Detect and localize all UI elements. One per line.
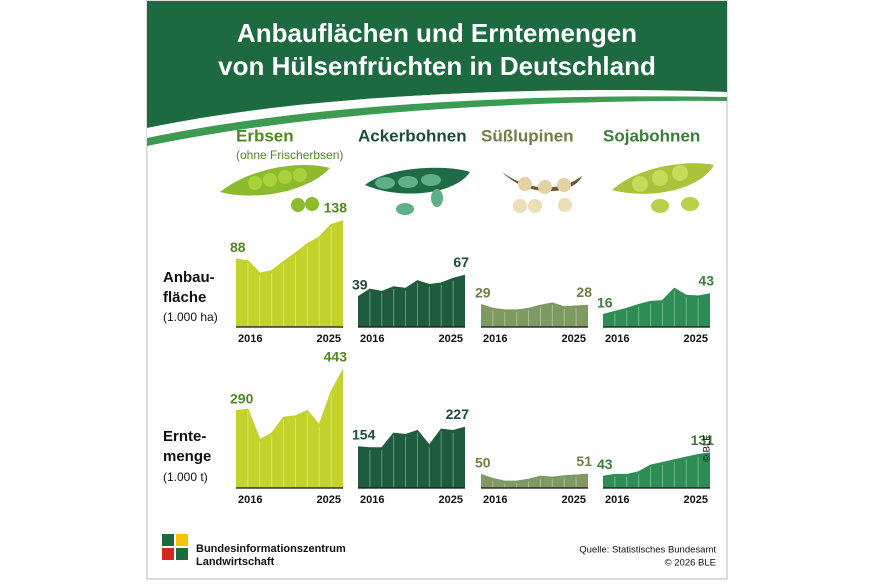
row-label: Ernte- <box>163 428 206 445</box>
x-tick-label: 2016 <box>483 494 507 506</box>
row-unit: (1.000 t) <box>163 470 208 484</box>
value-label: 39 <box>352 277 368 293</box>
area-line <box>357 274 466 298</box>
area-line <box>602 452 711 478</box>
x-tick-label: 2016 <box>605 333 629 345</box>
crop-name: Ackerbohnen <box>358 126 467 145</box>
x-tick-label: 2025 <box>562 494 586 506</box>
area-chart: 2016 2025 154 227 <box>352 406 469 506</box>
value-label: 43 <box>597 456 613 472</box>
area-chart: 2016 2025 43 131 <box>597 432 714 506</box>
area-fill <box>236 221 343 327</box>
value-label: 138 <box>324 200 348 216</box>
value-label: 67 <box>453 254 469 270</box>
header-band <box>147 1 727 128</box>
area-fill <box>603 453 710 488</box>
area-chart: 2016 2025 88 138 <box>230 200 347 345</box>
area-fill <box>358 427 465 488</box>
area-chart: 2016 2025 290 443 <box>230 349 347 506</box>
value-label: 29 <box>475 284 491 300</box>
x-tick-label: 2025 <box>317 333 341 345</box>
x-tick-label: 2016 <box>360 333 384 345</box>
value-label: 28 <box>576 284 592 300</box>
crop-name: Erbsen <box>236 126 294 145</box>
value-label: 154 <box>352 427 376 443</box>
value-label: 51 <box>576 453 592 469</box>
value-label: 131 <box>691 432 715 448</box>
x-tick-label: 2016 <box>238 333 262 345</box>
x-tick-label: 2016 <box>605 494 629 506</box>
area-fill <box>481 474 588 488</box>
lupin-illustration <box>502 172 582 213</box>
value-label: 88 <box>230 239 246 255</box>
area-line <box>235 369 344 442</box>
crop-name: Sojabohnen <box>603 126 700 145</box>
area-line <box>480 473 589 483</box>
area-fill <box>358 275 465 327</box>
area-fill <box>603 288 710 327</box>
title-line: Anbauflächen und Erntemengen <box>237 18 637 48</box>
bean-illustration <box>365 167 470 215</box>
credit: © BLE <box>702 434 713 462</box>
area-fill <box>236 370 343 488</box>
crop-note: (ohne Frischerbsen) <box>236 148 343 162</box>
x-tick-label: 2025 <box>439 333 463 345</box>
x-tick-label: 2025 <box>439 494 463 506</box>
value-label: 290 <box>230 390 254 406</box>
x-tick-label: 2016 <box>238 494 262 506</box>
area-line <box>357 426 466 449</box>
pea-illustration <box>220 165 330 212</box>
x-tick-label: 2025 <box>684 333 708 345</box>
x-tick-label: 2025 <box>562 333 586 345</box>
value-label: 50 <box>475 454 491 470</box>
area-chart: 2016 2025 39 67 <box>352 254 469 345</box>
org-name: Landwirtschaft <box>196 556 275 568</box>
copyright: © 2026 BLE <box>665 558 716 569</box>
swoosh <box>147 89 727 138</box>
value-label: 443 <box>324 349 348 365</box>
area-line <box>480 302 589 311</box>
row-label: fläche <box>163 289 206 306</box>
swoosh-accent <box>147 96 727 146</box>
x-tick-label: 2016 <box>360 494 384 506</box>
area-line <box>235 220 344 275</box>
row-label: Anbau- <box>163 269 215 286</box>
value-label: 227 <box>446 406 470 422</box>
title-line: von Hülsenfrüchten in Deutschland <box>218 51 656 81</box>
soy-illustration <box>612 163 714 213</box>
area-chart: 2016 2025 29 28 <box>475 284 592 345</box>
area-line <box>602 287 711 316</box>
area-chart: 2016 2025 50 51 <box>475 453 592 506</box>
x-tick-label: 2025 <box>317 494 341 506</box>
area-chart: 2016 2025 16 43 <box>597 273 714 345</box>
value-label: 16 <box>597 294 613 310</box>
area-fill <box>481 303 588 327</box>
x-tick-label: 2025 <box>684 494 708 506</box>
x-tick-label: 2016 <box>483 333 507 345</box>
source: Quelle: Statistisches Bundesamt <box>579 545 716 556</box>
org-name: Bundesinformationszentrum <box>196 543 346 555</box>
row-unit: (1.000 ha) <box>163 310 218 324</box>
value-label: 43 <box>698 273 714 289</box>
row-label: menge <box>163 448 211 465</box>
crop-name: Süßlupinen <box>481 126 574 145</box>
logo <box>162 534 188 560</box>
